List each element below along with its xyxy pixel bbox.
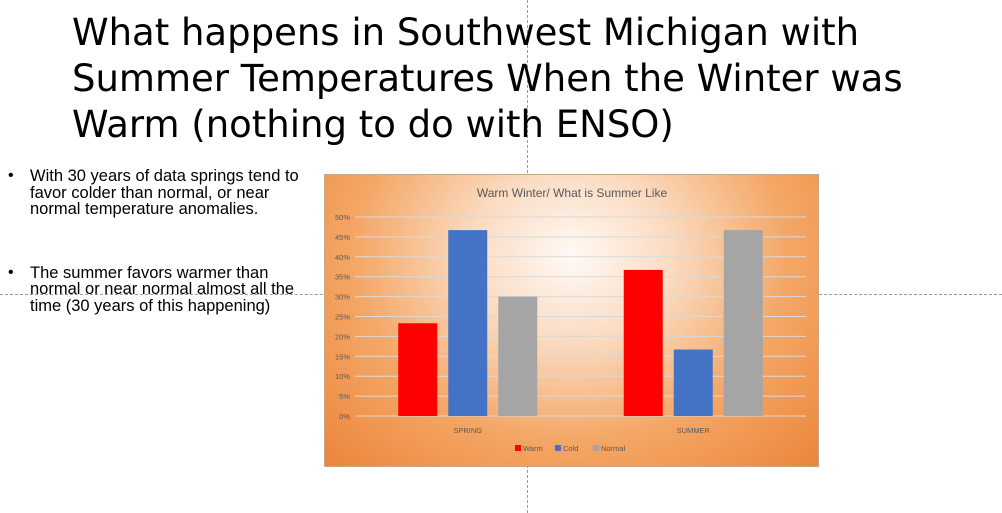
- bullet-dot-icon: •: [8, 167, 14, 184]
- legend-swatch-normal: [593, 445, 599, 451]
- bullet-text: The summer favors warmer than normal or …: [30, 263, 295, 315]
- y-tick-label: 30%: [335, 293, 350, 302]
- y-tick-label: 0%: [339, 412, 350, 421]
- y-tick-label: 5%: [339, 392, 350, 401]
- chart-container[interactable]: Warm Winter/ What is Summer Like 0% 5% 10% 1…: [324, 174, 819, 467]
- y-tick-label: 35%: [335, 273, 350, 282]
- bullet-list[interactable]: • With 30 years of data springs tend to …: [6, 167, 306, 315]
- y-tick-label: 45%: [335, 233, 350, 242]
- bullet-item-spring[interactable]: • With 30 years of data springs tend to …: [6, 167, 306, 218]
- bar-normal-spring: [498, 296, 538, 416]
- y-tick-label: 25%: [335, 313, 350, 322]
- y-tick-label: 20%: [335, 332, 350, 341]
- legend-label-cold: Cold: [563, 444, 578, 453]
- y-tick-label: 50%: [335, 213, 350, 222]
- y-tick-label: 10%: [335, 372, 350, 381]
- y-tick-label: 15%: [335, 352, 350, 361]
- x-tick-label: SUMMER: [677, 426, 711, 435]
- legend-label-normal: Normal: [601, 444, 626, 453]
- legend-swatch-cold: [555, 445, 561, 451]
- slide-title[interactable]: What happens in Southwest Michigan with …: [72, 11, 903, 146]
- bar-chart: Warm Winter/ What is Summer Like 0% 5% 10% 1…: [335, 186, 806, 453]
- bullet-dot-icon: •: [8, 263, 14, 281]
- legend-label-warm: Warm: [523, 444, 543, 453]
- y-tick-label: 40%: [335, 253, 350, 262]
- chart-title: Warm Winter/ What is Summer Like: [477, 186, 668, 200]
- bar-cold-spring: [448, 230, 488, 416]
- x-tick-label: SPRING: [453, 426, 482, 435]
- bar-warm-summer: [623, 269, 663, 416]
- legend-swatch-warm: [515, 445, 521, 451]
- bar-cold-summer: [673, 349, 713, 416]
- bullet-text: With 30 years of data springs tend to fa…: [30, 167, 299, 218]
- bar-normal-summer: [723, 230, 763, 416]
- bar-warm-spring: [398, 323, 438, 416]
- bullet-item-summer[interactable]: • The summer favors warmer than normal o…: [6, 263, 306, 315]
